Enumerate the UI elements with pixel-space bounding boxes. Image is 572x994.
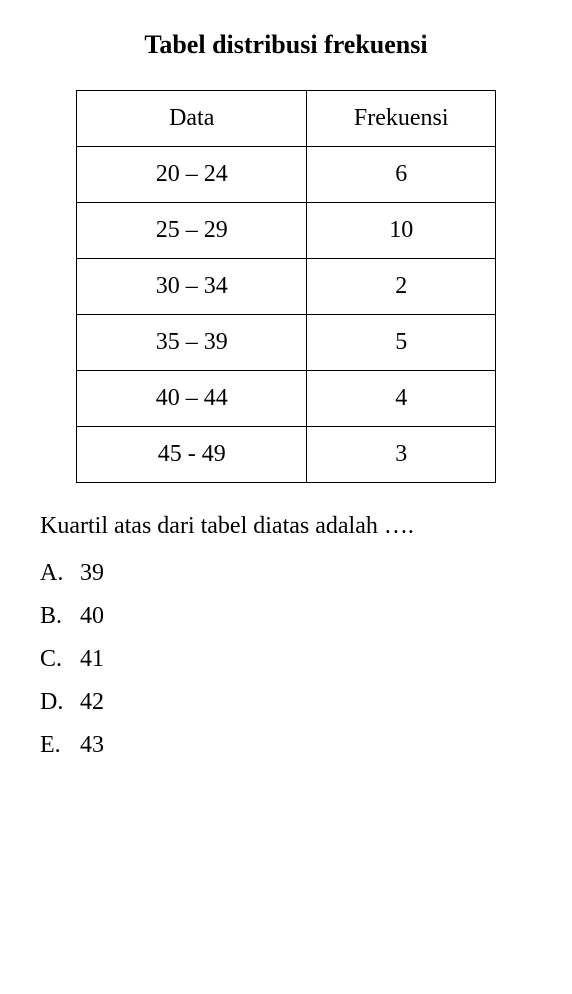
cell-freq: 4 (307, 371, 496, 427)
option-b: B. 40 (40, 603, 532, 630)
cell-freq: 6 (307, 147, 496, 203)
option-label: D. (40, 689, 80, 716)
option-label: A. (40, 560, 80, 587)
table-row: 30 – 34 2 (77, 259, 496, 315)
option-value: 39 (80, 560, 104, 587)
cell-data: 35 – 39 (77, 315, 307, 371)
column-header-frekuensi: Frekuensi (307, 91, 496, 147)
option-d: D. 42 (40, 689, 532, 716)
table-row: 45 - 49 3 (77, 427, 496, 483)
column-header-data: Data (77, 91, 307, 147)
answer-options: A. 39 B. 40 C. 41 D. 42 E. 43 (40, 560, 532, 759)
option-a: A. 39 (40, 560, 532, 587)
cell-freq: 5 (307, 315, 496, 371)
frequency-table-wrap: Data Frekuensi 20 – 24 6 25 – 29 10 30 –… (40, 90, 532, 483)
frequency-table: Data Frekuensi 20 – 24 6 25 – 29 10 30 –… (76, 90, 496, 483)
option-c: C. 41 (40, 646, 532, 673)
cell-data: 45 - 49 (77, 427, 307, 483)
table-row: 35 – 39 5 (77, 315, 496, 371)
option-value: 42 (80, 689, 104, 716)
option-value: 40 (80, 603, 104, 630)
table-row: 25 – 29 10 (77, 203, 496, 259)
table-row: 40 – 44 4 (77, 371, 496, 427)
cell-data: 40 – 44 (77, 371, 307, 427)
option-label: E. (40, 732, 80, 759)
cell-freq: 3 (307, 427, 496, 483)
cell-data: 25 – 29 (77, 203, 307, 259)
cell-freq: 10 (307, 203, 496, 259)
option-value: 43 (80, 732, 104, 759)
cell-data: 20 – 24 (77, 147, 307, 203)
question-text: Kuartil atas dari tabel diatas adalah …. (40, 513, 532, 540)
option-e: E. 43 (40, 732, 532, 759)
option-label: B. (40, 603, 80, 630)
table-row: 20 – 24 6 (77, 147, 496, 203)
cell-freq: 2 (307, 259, 496, 315)
page-title: Tabel distribusi frekuensi (40, 30, 532, 60)
option-value: 41 (80, 646, 104, 673)
cell-data: 30 – 34 (77, 259, 307, 315)
option-label: C. (40, 646, 80, 673)
table-header-row: Data Frekuensi (77, 91, 496, 147)
